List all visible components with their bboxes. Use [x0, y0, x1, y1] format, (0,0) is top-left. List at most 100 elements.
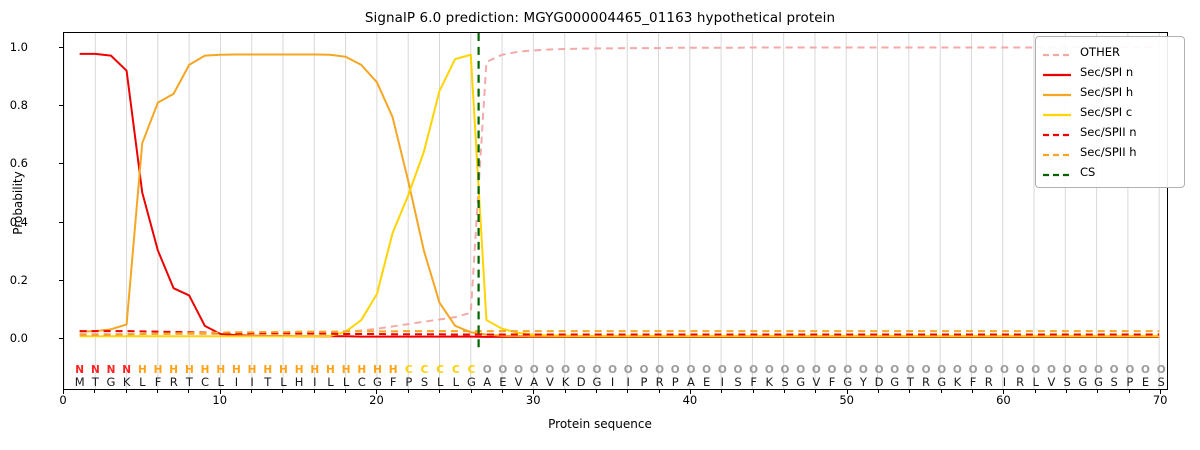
residue-letter: G — [843, 375, 853, 389]
region-marker-o: O — [764, 364, 774, 376]
y-tick-mark — [59, 46, 63, 48]
residue-letter: L — [1032, 375, 1039, 389]
residue-letter: R — [922, 375, 931, 389]
residue-letter: F — [750, 375, 757, 389]
residue-letter: R — [169, 375, 178, 389]
x-tick-mark — [439, 390, 441, 393]
x-tick-label: 10 — [212, 393, 228, 407]
legend-item: Sec/SPI n — [1042, 62, 1178, 82]
legend-label: Sec/SPII h — [1080, 145, 1137, 159]
x-tick-mark — [219, 390, 221, 394]
x-tick-mark — [533, 390, 535, 394]
region-marker-o: O — [858, 364, 868, 376]
y-tick-mark — [59, 338, 63, 340]
region-marker-h: H — [184, 364, 194, 376]
residue-letter: I — [234, 375, 239, 389]
legend-swatch-icon — [1042, 146, 1072, 158]
residue-letter: L — [327, 375, 334, 389]
region-marker-o: O — [796, 364, 806, 376]
region-marker-o: O — [905, 364, 915, 376]
legend-item: Sec/SPI h — [1042, 82, 1178, 102]
residue-letter: L — [342, 375, 350, 389]
x-tick-mark — [63, 390, 64, 394]
x-tick-mark — [1160, 390, 1162, 394]
residue-letter: D — [874, 375, 884, 389]
x-tick-mark — [878, 390, 880, 393]
residue-letter: I — [1002, 375, 1007, 389]
region-marker-h: H — [373, 364, 382, 376]
legend-label: CS — [1080, 165, 1096, 179]
residue-letter: E — [499, 375, 507, 389]
residue-letter: S — [1157, 375, 1165, 389]
x-tick-label: 30 — [525, 393, 541, 407]
region-marker-h: H — [153, 364, 163, 376]
region-marker-h: H — [200, 364, 210, 376]
x-tick-mark — [345, 390, 347, 393]
residue-letter: K — [765, 375, 774, 389]
residue-letter: L — [280, 375, 287, 389]
y-tick-mark — [59, 221, 63, 223]
residue-letter: P — [405, 375, 413, 389]
region-marker-o: O — [639, 364, 649, 376]
region-marker-c: C — [420, 364, 429, 376]
y-tick-label: 1.0 — [9, 39, 28, 54]
x-tick-mark — [1128, 390, 1130, 393]
residue-letter: F — [969, 375, 977, 389]
x-tick-label: 20 — [369, 393, 384, 407]
region-marker-h: H — [357, 364, 367, 376]
x-tick-mark — [846, 390, 848, 394]
region-marker-h: H — [294, 364, 304, 376]
residue-letter: P — [640, 375, 648, 389]
region-marker-o: O — [1093, 364, 1103, 376]
residue-letter: A — [530, 375, 539, 389]
region-marker-o: O — [1109, 364, 1119, 376]
residue-letter: F — [828, 375, 836, 389]
legend-item: Sec/SPII n — [1042, 122, 1178, 142]
region-marker-o: O — [1015, 364, 1025, 376]
residue-letter: S — [1063, 375, 1071, 389]
x-tick-mark — [1034, 390, 1036, 393]
region-marker-o: O — [623, 364, 633, 376]
residue-letter: I — [626, 375, 630, 389]
region-marker-h: H — [216, 364, 226, 376]
residue-letter: M — [74, 375, 85, 389]
x-tick-mark — [564, 390, 566, 393]
x-tick-mark — [721, 390, 723, 393]
region-marker-c: C — [436, 364, 445, 376]
x-tick-mark — [689, 390, 691, 394]
residue-letter: C — [201, 375, 210, 389]
residue-letter: T — [906, 375, 914, 389]
region-marker-o: O — [968, 364, 978, 376]
residue-letter: F — [389, 375, 397, 389]
region-marker-o: O — [733, 364, 743, 376]
region-marker-o: O — [780, 364, 790, 376]
region-marker-h: H — [263, 364, 273, 376]
region-marker-o: O — [545, 364, 555, 376]
x-tick-mark — [313, 390, 315, 393]
x-tick-mark — [1003, 390, 1005, 394]
legend-label: Sec/SPI h — [1080, 85, 1134, 99]
residue-letter: R — [1016, 375, 1025, 389]
region-marker-o: O — [608, 364, 618, 376]
legend-swatch-icon — [1042, 166, 1072, 178]
